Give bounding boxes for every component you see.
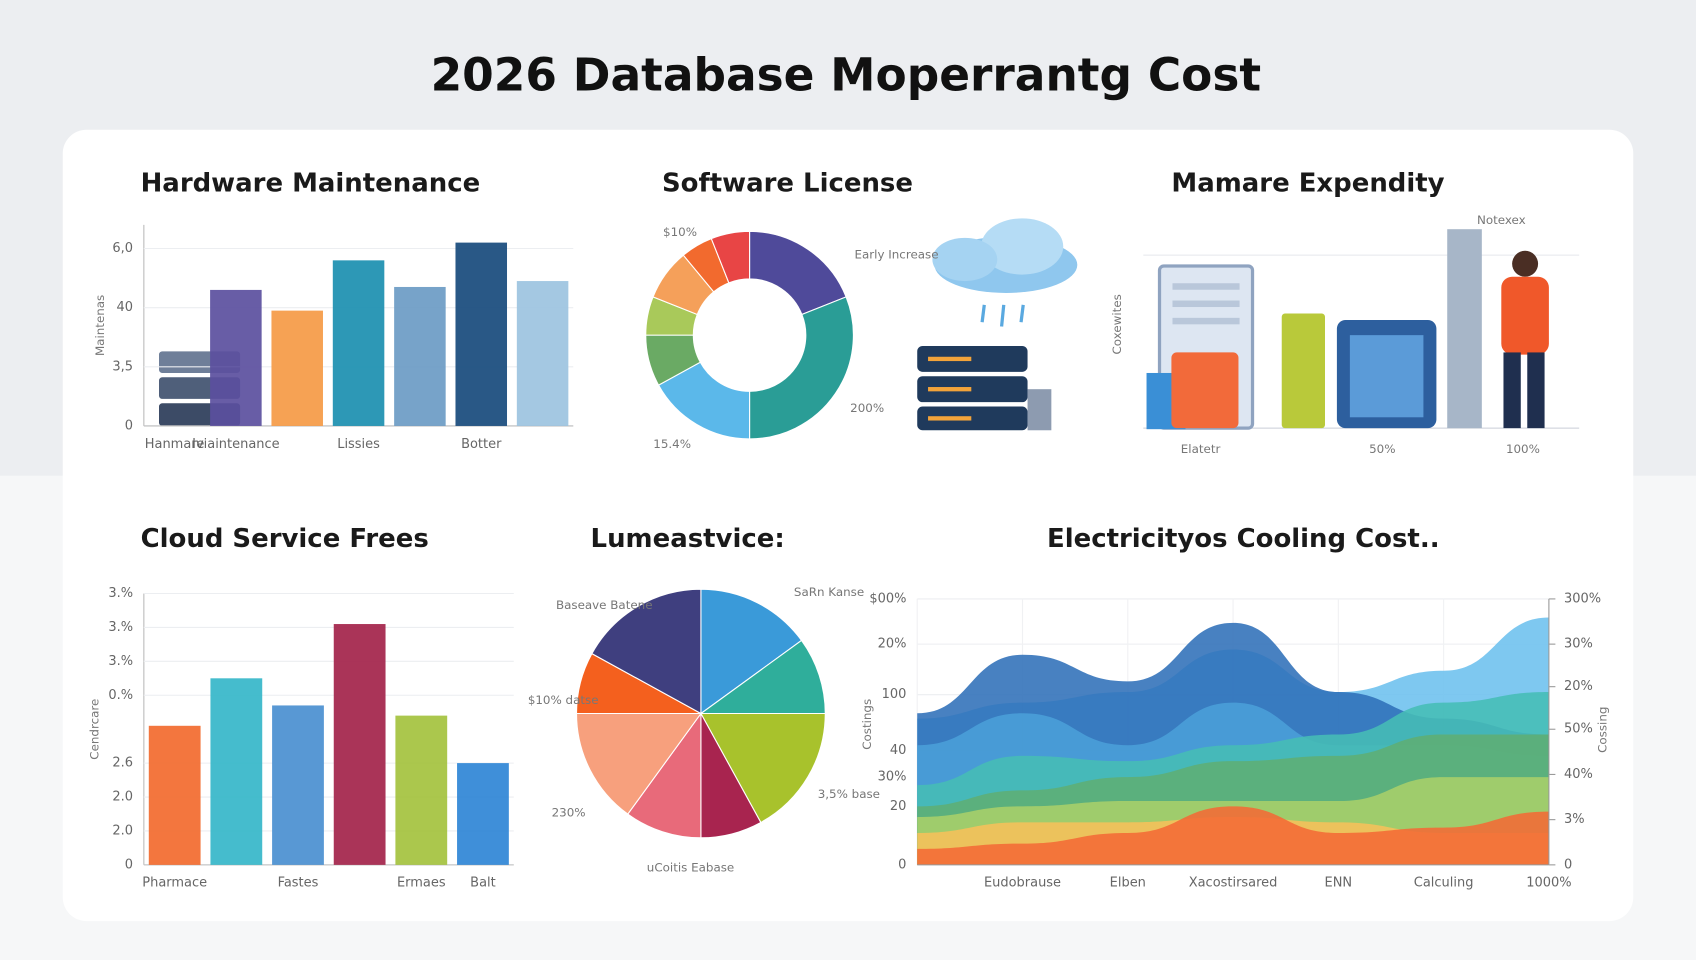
bar (271, 310, 323, 426)
y-tick-label: 20% (878, 637, 907, 652)
y-tick-label: 3,5 (112, 359, 133, 374)
main-title: 2026 Database Moperrantg Cost (431, 48, 1262, 101)
pie-slice (591, 588, 702, 715)
bar (457, 763, 509, 865)
y-tick-label: 2.0 (112, 790, 133, 805)
y-tick-label: 2.6 (112, 756, 133, 771)
bar (455, 242, 508, 426)
y-tick-label: 3.% (108, 586, 133, 601)
y-tick-label: 300% (1564, 591, 1601, 606)
y-tick-label: 3.% (108, 654, 133, 669)
x-tick-label: 1000% (1526, 876, 1571, 891)
bar (148, 725, 201, 865)
bar (332, 260, 385, 426)
bar (272, 705, 324, 865)
annotation: 230% (552, 805, 586, 819)
axis-label: 100% (1506, 442, 1540, 456)
y-tick-label: 3.% (108, 620, 133, 635)
y-tick-label: 3% (1564, 812, 1585, 827)
axis-label: Elatetr (1181, 442, 1221, 456)
y-tick-label: 0 (1564, 857, 1572, 872)
y-tick-label: $00% (869, 591, 906, 606)
annotation: 15.4% (653, 437, 691, 451)
y-axis-label: Costings (860, 699, 874, 750)
annotation: 200% (850, 401, 884, 415)
panel-title: Cloud Service Frees (141, 524, 429, 554)
x-tick-label: Fastes (278, 876, 319, 891)
y-tick-label: 6,0 (112, 241, 133, 256)
y-tick-label: 40 (890, 743, 907, 758)
donut-slice (749, 296, 854, 440)
annotation: Notexex (1477, 213, 1526, 227)
annotation: $10% (663, 225, 697, 239)
y-tick-label: 50% (1564, 722, 1593, 737)
y-axis-label: Coxewites (1110, 294, 1124, 354)
annotation: 3,5% base (818, 787, 880, 801)
x-tick-label: Calculing (1414, 876, 1474, 891)
x-tick-label: ENN (1325, 876, 1353, 891)
x-tick-label: Lissies (337, 437, 380, 452)
y-tick-label: 2.0 (112, 823, 133, 838)
x-tick-label: Elben (1110, 876, 1146, 891)
y-tick-label: 30% (1564, 637, 1593, 652)
machinery-illustration (1143, 229, 1580, 430)
annotation: $10% datse (528, 693, 599, 707)
panel-title: Software License (662, 168, 913, 198)
area (917, 806, 1549, 865)
x-tick-label: Iviaintenance (192, 437, 279, 452)
bar (394, 286, 446, 426)
y-axis-label: Maintenas (93, 295, 107, 356)
bar (516, 281, 569, 426)
x-tick-label: Eudobrause (984, 876, 1061, 891)
y-tick-label: 40 (117, 300, 134, 315)
y-tick-label: 0.% (108, 688, 133, 703)
x-tick-label: Balt (470, 876, 496, 891)
x-tick-label: Hanmare (145, 437, 205, 452)
y-tick-label: 100 (882, 687, 907, 702)
y-tick-label: 40% (1564, 767, 1593, 782)
cloud-illustration (917, 218, 1078, 431)
y-tick-label: 0 (898, 857, 906, 872)
annotation: uCoitis Eabase (647, 861, 734, 875)
x-tick-label: Botter (461, 437, 502, 452)
y-tick-label: 0 (125, 418, 133, 433)
x-tick-label: Pharmace (142, 876, 207, 891)
y-axis-label: Cendrcare (88, 699, 102, 760)
bar (210, 289, 262, 426)
bar (395, 715, 448, 865)
y-tick-label: 0 (125, 857, 133, 872)
y-tick-label: 30% (878, 770, 907, 785)
annotation: SaRn Kanse (794, 585, 864, 599)
annotation: Baseave Batene (556, 598, 653, 612)
panel-title: Electricityos Cooling Cost.. (1047, 524, 1440, 554)
axis-label: 50% (1369, 442, 1395, 456)
x-tick-label: Ermaes (397, 876, 446, 891)
x-tick-label: Xacostirsared (1189, 876, 1278, 891)
y-tick-label: 20 (890, 799, 907, 814)
bar (210, 678, 263, 865)
panel-title: Hardware Maintenance (141, 168, 481, 198)
panel-title: Lumeastvice: (591, 524, 785, 554)
annotation: Early Increase (854, 248, 938, 262)
pie-slice (699, 712, 826, 824)
donut-slice (710, 230, 751, 284)
y-axis-label: Cossing (1595, 707, 1609, 753)
bar (333, 624, 386, 865)
panel-title: Mamare Expendity (1171, 168, 1444, 198)
y-tick-label: 20% (1564, 679, 1593, 694)
